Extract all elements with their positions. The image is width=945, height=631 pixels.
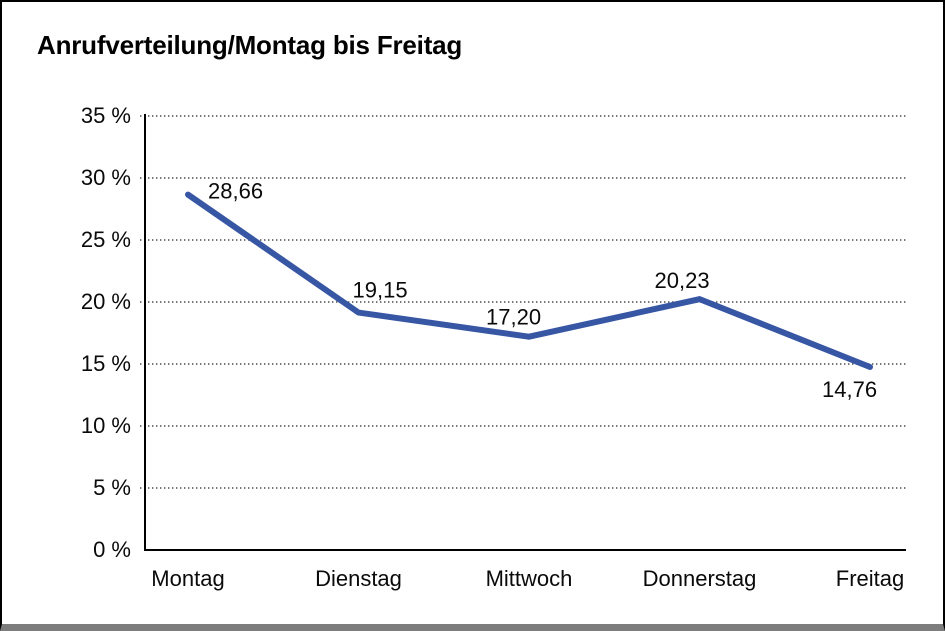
data-point-label: 20,23 — [655, 268, 710, 293]
y-axis-tick-label: 5 % — [93, 475, 131, 500]
data-point-label: 28,66 — [208, 179, 263, 204]
data-point-label: 14,76 — [822, 377, 877, 402]
x-axis-category-label: Mittwoch — [486, 566, 573, 591]
data-point-label: 19,15 — [353, 278, 408, 303]
x-axis-category-label: Dienstag — [315, 566, 402, 591]
y-axis-tick-label: 20 % — [81, 289, 131, 314]
y-axis-tick-label: 0 % — [93, 537, 131, 562]
data-series-line — [185, 191, 873, 370]
chart-title: Anrufverteilung/Montag bis Freitag — [37, 30, 463, 60]
y-axis-tick-label: 10 % — [81, 413, 131, 438]
y-axis-tick-label: 15 % — [81, 351, 131, 376]
y-axis-tick-label: 30 % — [81, 165, 131, 190]
x-axis-category-label: Donnerstag — [643, 566, 757, 591]
x-axis-category-label: Freitag — [836, 566, 904, 591]
y-axis-tick-label: 35 % — [81, 103, 131, 128]
data-point-label: 17,20 — [486, 305, 541, 330]
x-axis-category-label: Montag — [151, 566, 224, 591]
y-axis-tick-label: 25 % — [81, 227, 131, 252]
